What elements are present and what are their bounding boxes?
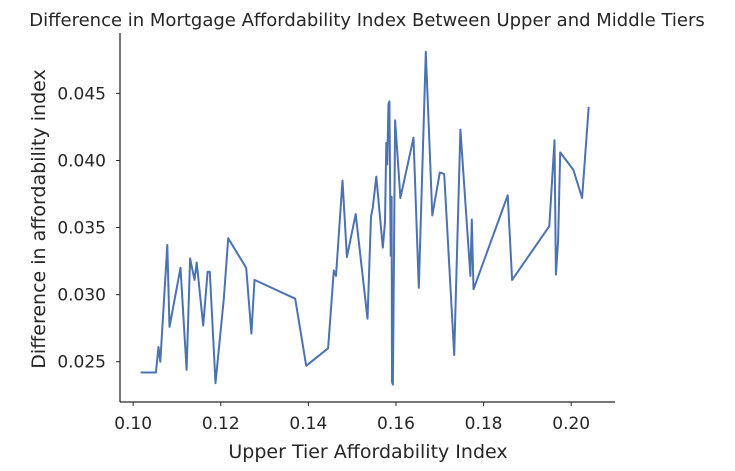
y-tick-label: 0.040 <box>57 151 106 171</box>
y-tick-label: 0.025 <box>57 353 106 373</box>
data-series-line <box>140 50 590 386</box>
y-tick-label: 0.035 <box>57 219 106 239</box>
x-tick-label: 0.10 <box>114 414 152 434</box>
x-axis-ticks: 0.10 0.12 0.14 0.16 0.18 0.20 <box>114 402 590 434</box>
y-tick-label: 0.030 <box>57 286 106 306</box>
x-axis-label: Upper Tier Affordability Index <box>228 441 507 463</box>
chart-title: Difference in Mortgage Affordability Ind… <box>29 10 705 31</box>
y-tick-label: 0.045 <box>57 84 106 104</box>
x-tick-label: 0.20 <box>552 414 590 434</box>
x-tick-label: 0.14 <box>289 414 327 434</box>
y-axis-ticks: 0.025 0.030 0.035 0.040 0.045 <box>57 84 120 373</box>
y-axis-label: Difference in affordability index <box>28 69 50 369</box>
x-tick-label: 0.12 <box>202 414 240 434</box>
x-tick-label: 0.18 <box>465 414 503 434</box>
x-tick-label: 0.16 <box>377 414 415 434</box>
